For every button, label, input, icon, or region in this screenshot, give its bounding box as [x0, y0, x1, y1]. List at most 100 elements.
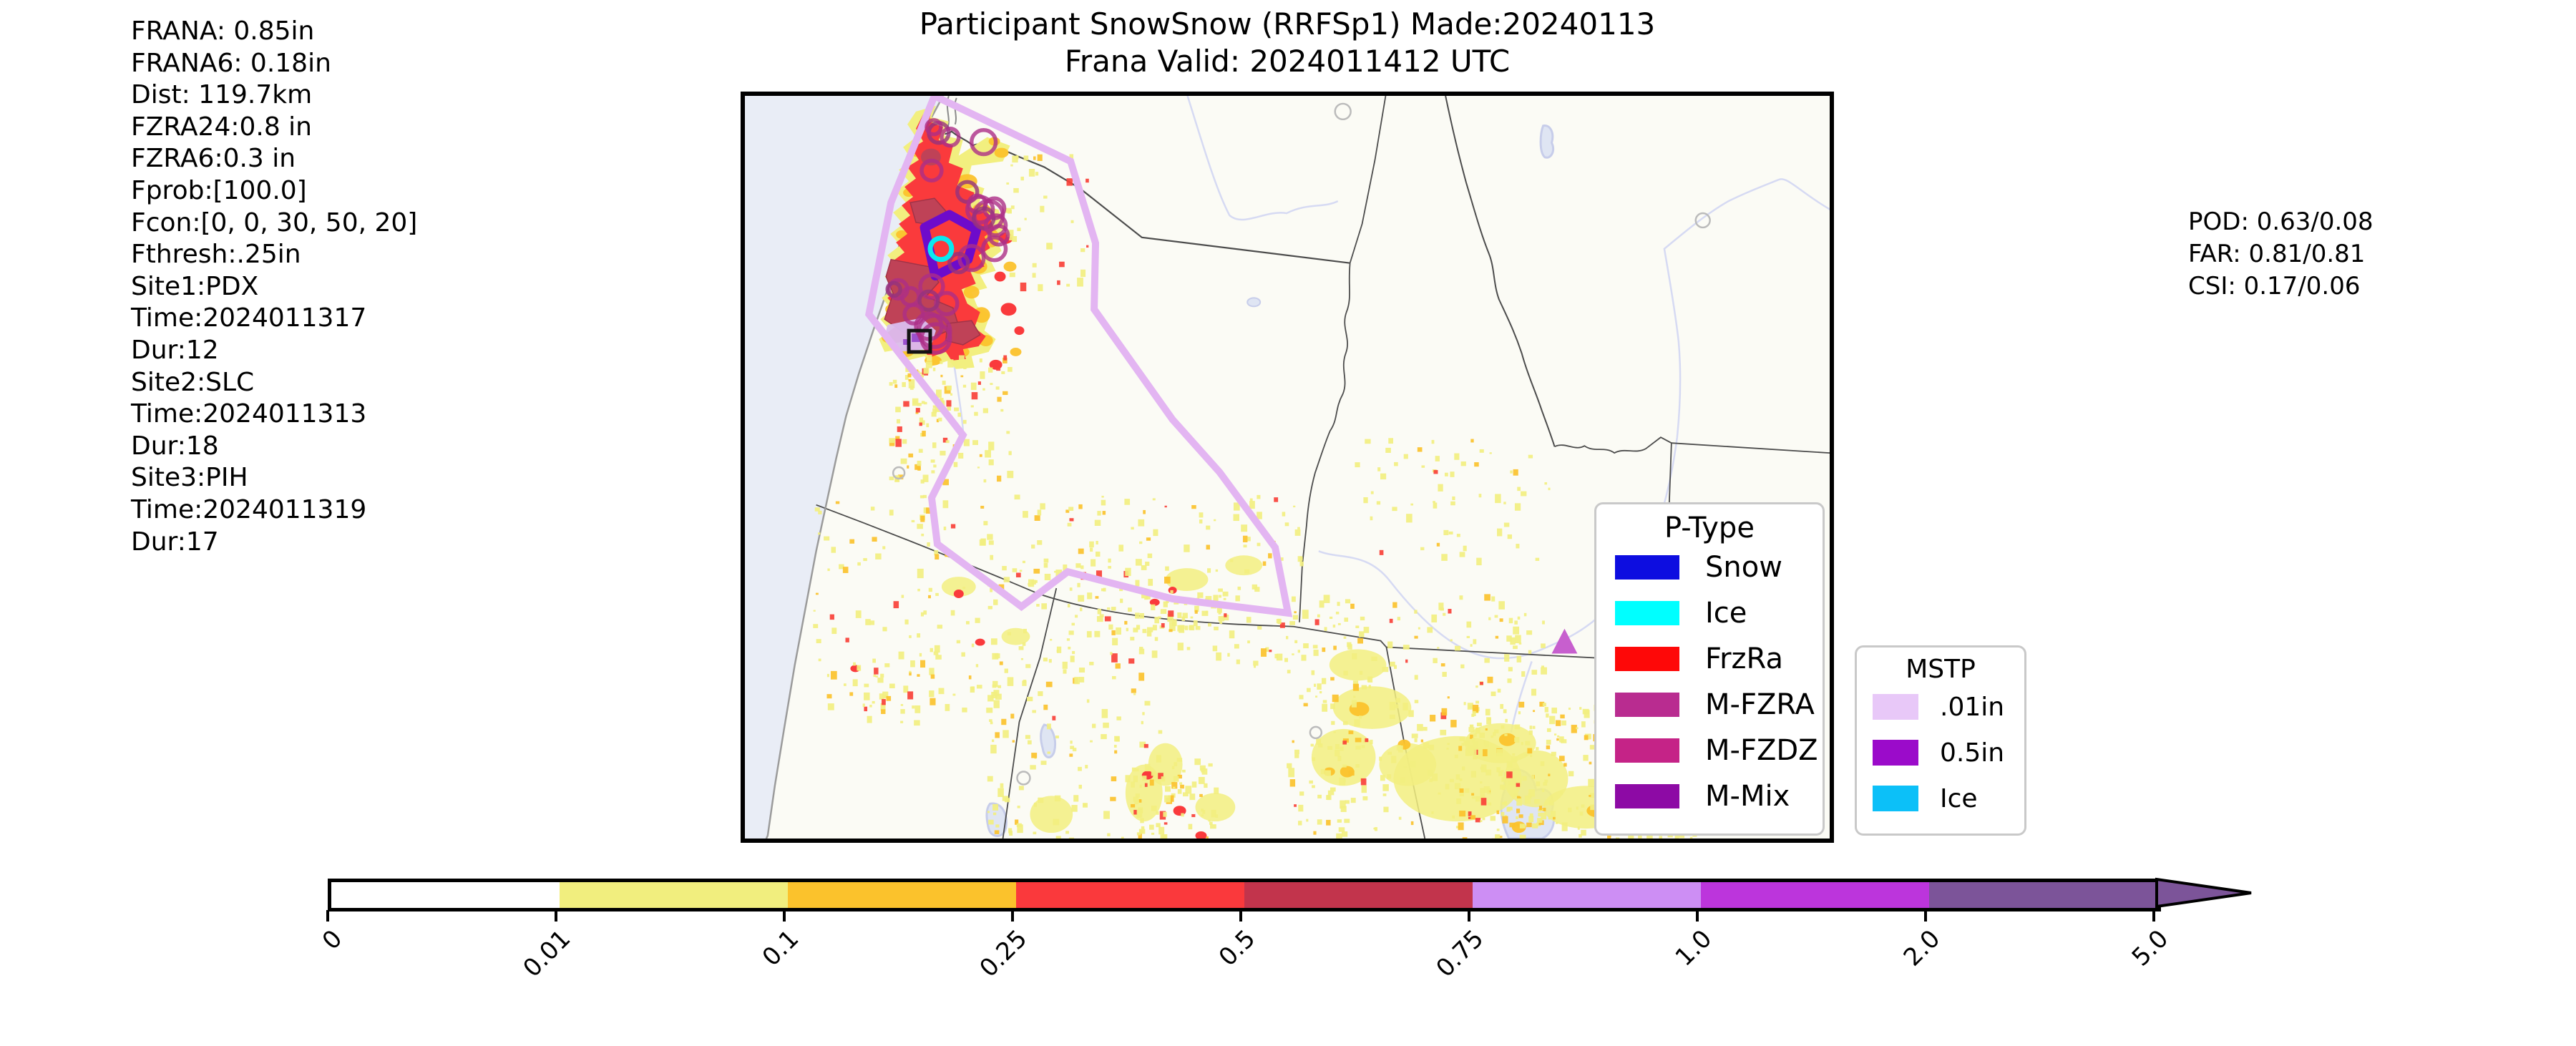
speckle: [1133, 776, 1138, 782]
speckle: [1472, 796, 1475, 798]
speckle: [1218, 589, 1223, 592]
speckle: [1025, 218, 1027, 220]
speckle: [989, 459, 994, 465]
speckle: [1460, 737, 1465, 741]
speckle: [1018, 806, 1020, 808]
colorbar-segment: [1473, 882, 1701, 908]
speckle: [1079, 785, 1082, 789]
speckle: [940, 451, 945, 456]
speckle: [1180, 785, 1184, 788]
legend-swatch: [1615, 693, 1679, 717]
speckle: [990, 383, 992, 385]
speckle: [1134, 800, 1138, 804]
speckle: [923, 495, 927, 498]
speckle: [1055, 735, 1059, 738]
speckle: [964, 439, 970, 446]
legend-label: M-FZDZ: [1705, 734, 1818, 767]
speckle: [1195, 610, 1198, 614]
speckle: [894, 601, 899, 608]
forecast-param-line: FZRA6:0.3 in: [131, 143, 417, 175]
speckle: [961, 652, 965, 657]
speckle: [1484, 658, 1489, 663]
speckle: [1498, 601, 1505, 610]
speckle: [1560, 791, 1563, 794]
speckle: [1503, 502, 1506, 504]
speckle: [919, 423, 922, 426]
speckle: [1298, 805, 1303, 811]
speckle: [904, 620, 908, 625]
speckle: [1312, 670, 1315, 675]
speckle: [922, 431, 926, 436]
speckle: [917, 674, 919, 677]
speckle: [929, 690, 934, 697]
speckle: [1108, 625, 1113, 630]
speckle: [1269, 650, 1272, 652]
speckle: [935, 655, 942, 660]
speckle: [1333, 625, 1335, 627]
speckle: [1025, 735, 1030, 739]
speckle: [1344, 779, 1346, 782]
speckle: [1103, 811, 1110, 818]
speckle: [1040, 503, 1045, 509]
colorbar-tick-label: 5.0: [2053, 924, 2175, 1046]
speckle: [966, 621, 970, 625]
speckle: [1498, 689, 1501, 693]
speckle: [1414, 610, 1417, 613]
speckle: [1224, 598, 1226, 600]
speckle: [1544, 482, 1547, 484]
speckle: [1563, 763, 1567, 766]
speckle: [1069, 630, 1074, 635]
speckle: [908, 379, 911, 381]
speckle: [1410, 761, 1416, 768]
speckle: [1528, 816, 1533, 823]
speckle: [1144, 744, 1148, 748]
speckle: [1224, 613, 1226, 617]
speckle: [1297, 527, 1300, 529]
speckle: [1110, 652, 1112, 655]
legend-label: Ice: [1705, 597, 1747, 630]
speckle: [1500, 785, 1504, 790]
speckle: [1300, 562, 1304, 567]
speckle: [1344, 617, 1348, 622]
speckle: [1168, 610, 1174, 617]
speckle: [1442, 672, 1446, 677]
speckle: [1387, 752, 1392, 755]
speckle: [1178, 642, 1184, 650]
speckle: [1504, 654, 1509, 662]
speckle: [882, 627, 887, 631]
colorbar-tick: [1924, 910, 1927, 922]
speckle: [1070, 655, 1075, 662]
colorbar-extend-arrow: [2155, 877, 2255, 909]
speckle: [1525, 754, 1527, 756]
speckle: [987, 811, 990, 813]
speckle: [1360, 617, 1365, 620]
speckle: [1380, 550, 1384, 555]
speckle: [980, 506, 984, 509]
precip-amber: [1004, 262, 1017, 272]
speckle: [935, 554, 939, 560]
speckle: [1459, 811, 1465, 816]
speckle: [1362, 685, 1367, 690]
speckle: [1525, 741, 1530, 746]
speckle: [1387, 642, 1392, 649]
speckle: [1301, 655, 1306, 660]
speckle: [1463, 741, 1470, 746]
speckle: [1334, 731, 1336, 733]
speckle: [1542, 620, 1545, 624]
speckle: [931, 470, 935, 473]
speckle: [1404, 454, 1408, 459]
speckle: [1553, 817, 1556, 819]
colorbar-tick-label: 2.0: [1825, 924, 1946, 1046]
speckle: [1539, 806, 1542, 810]
speckle: [1491, 735, 1493, 738]
speckle: [827, 569, 829, 572]
speckle: [1460, 552, 1465, 557]
speckle: [864, 693, 870, 700]
speckle: [1292, 653, 1294, 655]
legend-item-m-fzra: M-FZRA: [1615, 682, 1823, 728]
speckle: [1303, 643, 1309, 648]
speckle: [1038, 509, 1041, 515]
speckle: [1394, 462, 1398, 466]
speckle: [1568, 808, 1571, 812]
